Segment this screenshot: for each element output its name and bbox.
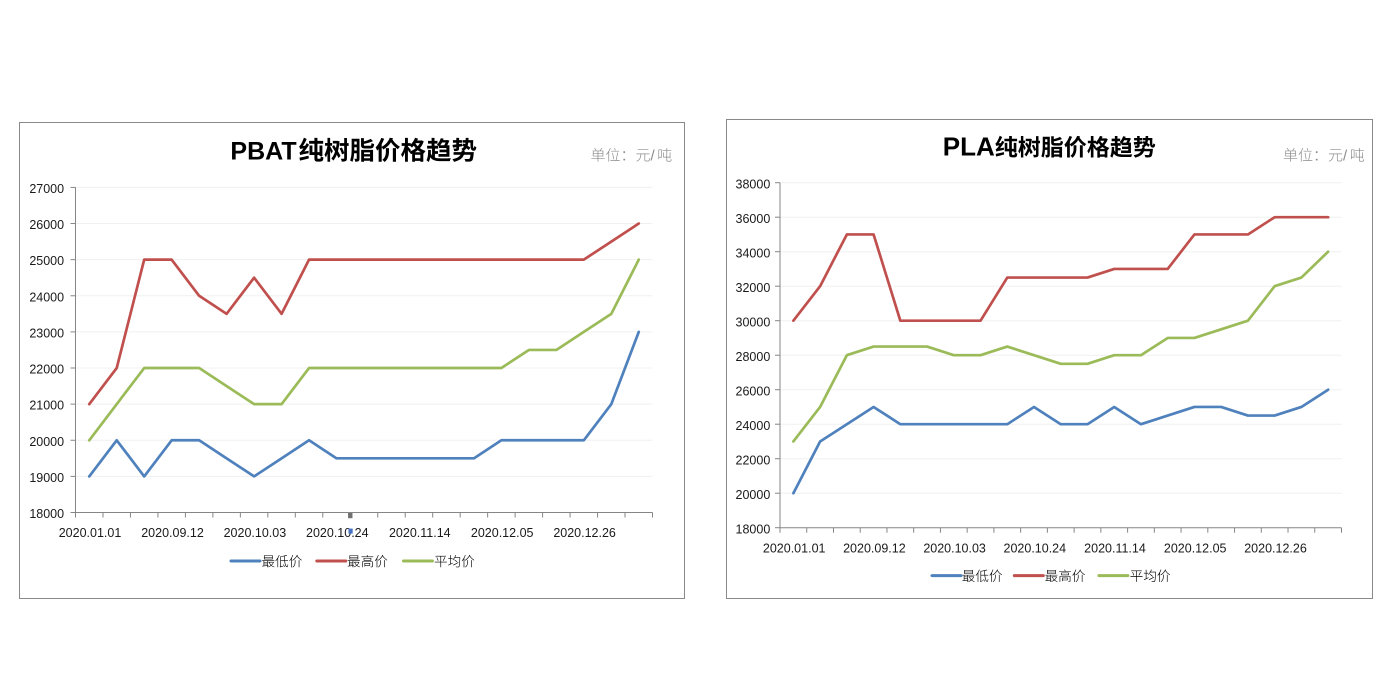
svg-text:/: /	[651, 148, 656, 165]
svg-text:PLA: PLA	[943, 132, 995, 162]
svg-text:30000: 30000	[736, 315, 771, 329]
svg-text:19000: 19000	[29, 471, 64, 485]
svg-text:2020.10.03: 2020.10.03	[224, 526, 287, 540]
svg-text:2020.12.26: 2020.12.26	[553, 526, 616, 540]
svg-text:18000: 18000	[736, 522, 771, 536]
svg-text:22000: 22000	[736, 453, 771, 467]
svg-text:2020.10.03: 2020.10.03	[923, 542, 986, 556]
svg-text:18000: 18000	[29, 507, 64, 521]
svg-text:2020.12.26: 2020.12.26	[1244, 542, 1307, 556]
svg-text:2020.11.14: 2020.11.14	[389, 526, 451, 540]
svg-text:2020.10.24: 2020.10.24	[306, 526, 369, 540]
svg-text:24000: 24000	[736, 419, 771, 433]
svg-text:2020.09.12: 2020.09.12	[141, 526, 204, 540]
svg-text:2020.10.24: 2020.10.24	[1004, 542, 1067, 556]
svg-text:26000: 26000	[736, 384, 771, 398]
svg-text:20000: 20000	[736, 488, 771, 502]
svg-text:2020.01.01: 2020.01.01	[59, 526, 122, 540]
svg-text:38000: 38000	[736, 177, 771, 191]
svg-text:24000: 24000	[29, 290, 64, 304]
svg-text:26000: 26000	[29, 218, 64, 232]
svg-text:/: /	[1343, 148, 1348, 165]
svg-text:2020.12.05: 2020.12.05	[1164, 542, 1227, 556]
svg-text:2020.12.05: 2020.12.05	[471, 526, 534, 540]
svg-text:23000: 23000	[29, 326, 64, 340]
svg-text:2020.01.01: 2020.01.01	[763, 542, 826, 556]
svg-text:36000: 36000	[736, 212, 771, 226]
svg-text:2020.11.14: 2020.11.14	[1084, 542, 1146, 556]
svg-text:2020.09.12: 2020.09.12	[843, 542, 906, 556]
svg-text:32000: 32000	[736, 281, 771, 295]
svg-text:21000: 21000	[29, 399, 64, 413]
svg-text:22000: 22000	[29, 363, 64, 377]
svg-text:28000: 28000	[736, 350, 771, 364]
svg-text:25000: 25000	[29, 254, 64, 268]
svg-text:PBAT: PBAT	[230, 138, 296, 166]
svg-text:34000: 34000	[736, 246, 771, 260]
svg-text:20000: 20000	[29, 435, 64, 449]
svg-text:27000: 27000	[29, 182, 64, 196]
